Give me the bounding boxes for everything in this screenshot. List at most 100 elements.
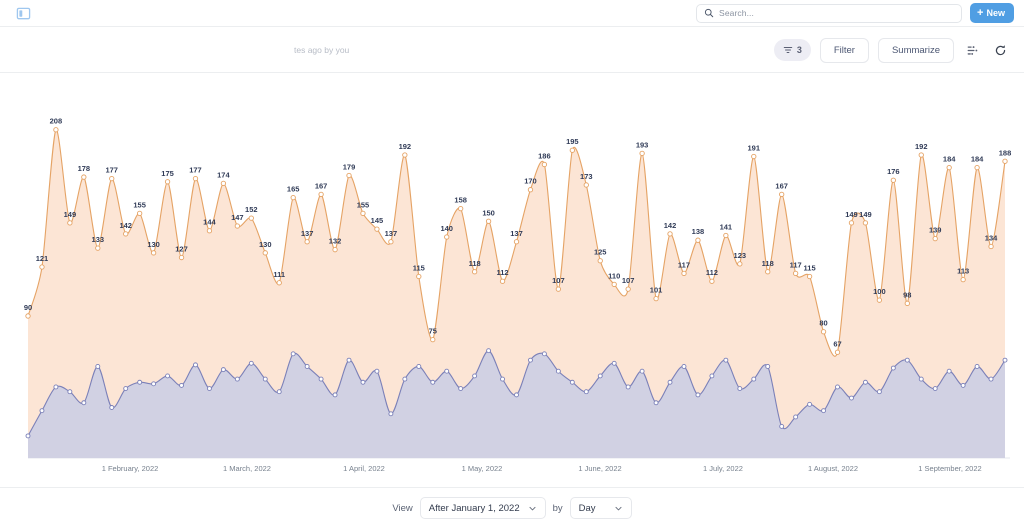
data-point[interactable] (137, 210, 143, 217)
data-point[interactable] (960, 277, 966, 283)
data-point[interactable] (402, 152, 408, 158)
search-input[interactable]: Search... (696, 3, 963, 23)
data-point[interactable] (793, 414, 799, 420)
data-point[interactable] (67, 389, 73, 395)
data-point[interactable] (1002, 158, 1008, 164)
data-point[interactable] (695, 237, 701, 243)
data-point[interactable] (304, 364, 310, 369)
data-point[interactable] (513, 239, 520, 245)
chart-settings-button[interactable] (963, 41, 982, 60)
data-point[interactable] (486, 348, 492, 354)
date-filter-select[interactable]: After January 1, 2022 (419, 497, 546, 519)
data-point[interactable] (360, 210, 366, 217)
data-point[interactable] (974, 164, 980, 171)
data-point[interactable] (360, 379, 366, 385)
data-point[interactable] (862, 379, 868, 385)
data-point[interactable] (653, 295, 659, 302)
data-point[interactable] (346, 357, 352, 363)
data-point[interactable] (485, 218, 492, 224)
data-point[interactable] (639, 150, 645, 157)
data-point[interactable] (123, 231, 129, 237)
data-point[interactable] (569, 379, 575, 385)
data-point[interactable] (471, 269, 478, 275)
data-point[interactable] (458, 386, 464, 392)
data-point[interactable] (904, 300, 910, 306)
data-point[interactable] (779, 191, 785, 198)
data-point[interactable] (109, 176, 115, 182)
data-point[interactable] (402, 376, 408, 382)
data-point[interactable] (835, 384, 840, 390)
data-point[interactable] (332, 392, 338, 398)
data-point[interactable] (1002, 357, 1008, 363)
data-point[interactable] (988, 243, 994, 250)
data-point[interactable] (95, 364, 101, 369)
data-point[interactable] (806, 273, 813, 280)
data-point[interactable] (137, 379, 143, 385)
data-point[interactable] (528, 357, 533, 363)
data-point[interactable] (625, 286, 631, 292)
data-point[interactable] (39, 264, 45, 270)
data-point[interactable] (583, 389, 589, 395)
data-point[interactable] (960, 382, 966, 388)
data-point[interactable] (639, 368, 645, 374)
data-point[interactable] (820, 329, 827, 335)
data-point[interactable] (290, 194, 296, 201)
data-point[interactable] (611, 360, 617, 366)
data-point[interactable] (276, 389, 282, 395)
data-point[interactable] (597, 373, 603, 379)
data-point[interactable] (597, 258, 603, 264)
data-point[interactable] (318, 376, 324, 382)
new-button[interactable]: + New (970, 3, 1014, 23)
data-point[interactable] (765, 269, 771, 275)
data-point[interactable] (737, 386, 743, 392)
data-point[interactable] (444, 234, 450, 240)
data-point[interactable] (165, 373, 171, 379)
data-point[interactable] (178, 254, 185, 261)
data-point[interactable] (234, 223, 241, 229)
data-point[interactable] (499, 278, 506, 284)
data-point[interactable] (81, 174, 87, 180)
data-point[interactable] (248, 360, 254, 366)
data-point[interactable] (290, 351, 296, 357)
data-point[interactable] (848, 220, 855, 226)
data-point[interactable] (95, 245, 101, 251)
data-point[interactable] (53, 127, 59, 133)
data-point[interactable] (723, 232, 729, 239)
data-point[interactable] (555, 286, 562, 292)
data-point[interactable] (416, 364, 422, 369)
data-point[interactable] (821, 408, 827, 414)
sidebar-toggle-button[interactable] (14, 4, 32, 22)
data-point[interactable] (583, 182, 589, 188)
data-point[interactable] (555, 368, 561, 374)
data-point[interactable] (653, 400, 659, 406)
data-point[interactable] (765, 364, 771, 369)
data-point[interactable] (346, 172, 352, 179)
data-point[interactable] (109, 405, 115, 410)
data-point[interactable] (779, 423, 785, 429)
data-point[interactable] (192, 176, 199, 182)
data-point[interactable] (318, 191, 324, 198)
data-point[interactable] (123, 386, 129, 392)
data-point[interactable] (611, 281, 617, 288)
data-point[interactable] (262, 250, 268, 256)
data-point[interactable] (67, 220, 73, 226)
data-point[interactable] (220, 367, 226, 373)
data-point[interactable] (388, 411, 394, 417)
data-point[interactable] (946, 164, 952, 171)
summarize-button[interactable]: Summarize (877, 37, 954, 63)
data-point[interactable] (248, 215, 254, 221)
data-point[interactable] (262, 376, 268, 382)
data-point[interactable] (876, 297, 883, 303)
data-point[interactable] (792, 270, 799, 276)
data-point[interactable] (304, 239, 310, 245)
data-point[interactable] (569, 147, 575, 153)
data-point[interactable] (332, 247, 338, 253)
data-point[interactable] (151, 381, 157, 387)
data-point[interactable] (681, 270, 687, 276)
data-point[interactable] (527, 187, 534, 193)
data-point[interactable] (625, 384, 631, 390)
data-point[interactable] (193, 362, 198, 368)
data-point[interactable] (388, 239, 394, 245)
data-point[interactable] (164, 179, 171, 185)
data-point[interactable] (918, 152, 924, 158)
